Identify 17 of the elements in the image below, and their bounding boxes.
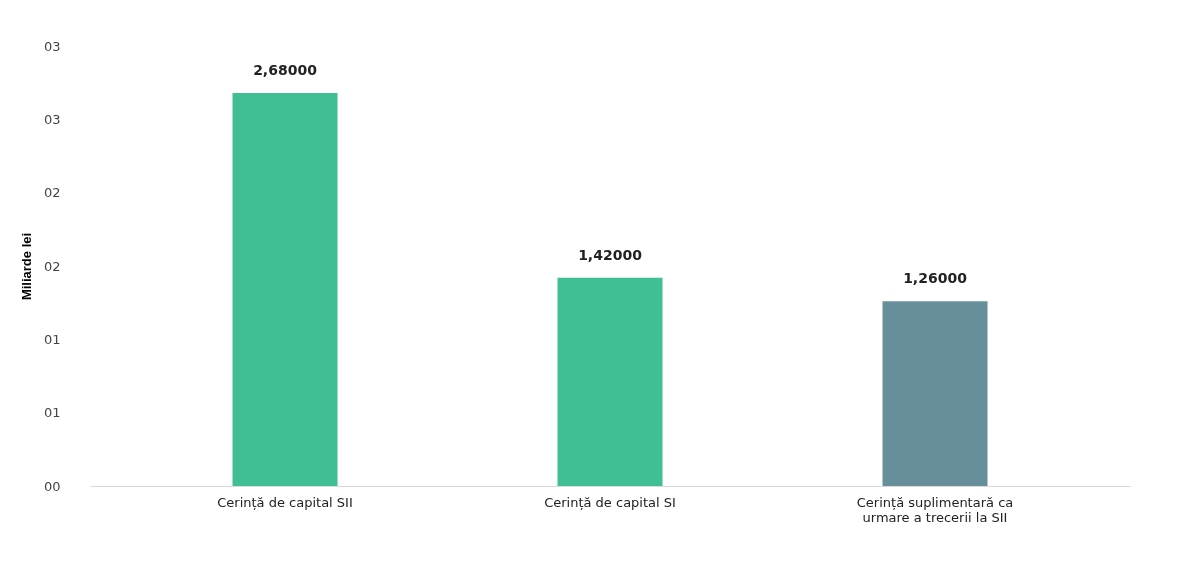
bar (557, 277, 663, 486)
x-tick-label: Cerință de capital SII (217, 494, 353, 510)
y-tick-label: 00 (43, 478, 61, 494)
bar (232, 92, 338, 486)
y-tick-label: 01 (43, 331, 61, 347)
data-label: 1,42000 (578, 246, 643, 263)
y-tick-label: 03 (43, 111, 61, 127)
bar (882, 301, 988, 486)
y-tick-label: 01 (43, 405, 61, 421)
data-label: 2,68000 (253, 61, 318, 78)
x-tick-label: Cerință de capital SI (544, 494, 676, 510)
y-tick-label: 02 (43, 258, 61, 274)
y-tick-label: 03 (43, 38, 61, 54)
data-label: 1,26000 (903, 270, 968, 287)
y-tick-label: 02 (43, 185, 61, 201)
y-axis-title: Miliarde lei (18, 232, 34, 301)
x-tick-label: Cerință suplimentară ca urmare a trecerii la SII (856, 494, 1014, 525)
